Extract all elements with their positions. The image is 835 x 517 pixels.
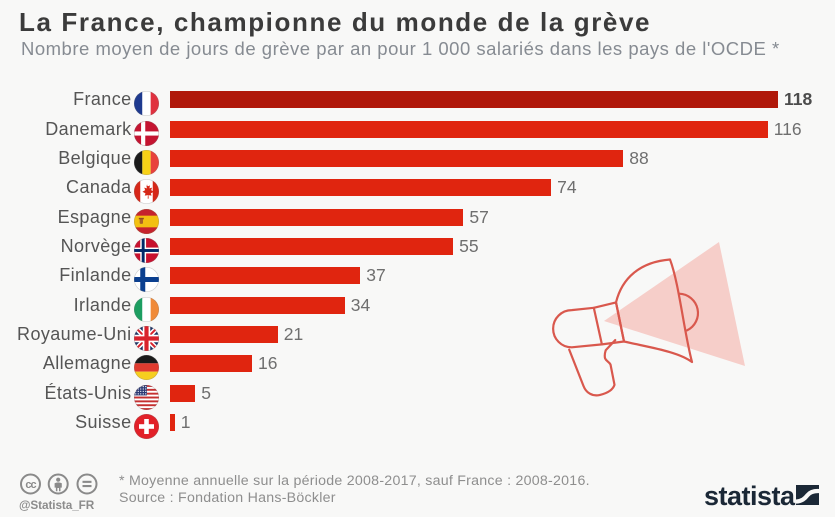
svg-text:cc: cc xyxy=(25,479,36,491)
